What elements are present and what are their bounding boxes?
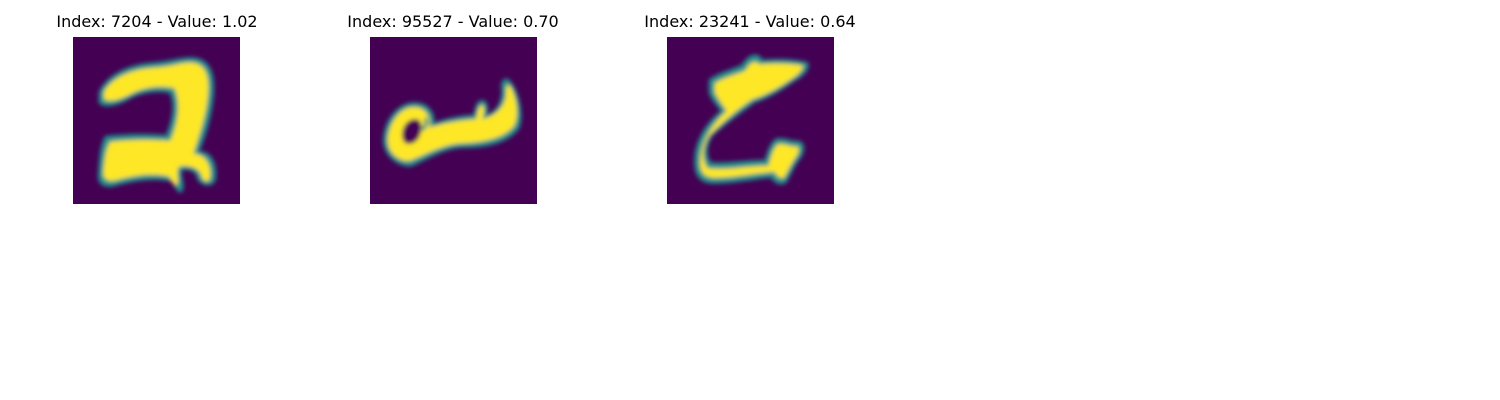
image-panel: Index: 7204 - Value: 1.02 <box>37 0 277 210</box>
image-panel: Index: 95527 - Value: 0.70 <box>333 0 573 210</box>
handwritten-glyph-image <box>370 37 537 204</box>
panel-title: Index: 95527 - Value: 0.70 <box>347 12 559 31</box>
panel-title: Index: 7204 - Value: 1.02 <box>56 12 258 31</box>
handwritten-glyph-image <box>667 37 834 204</box>
image-panel: Index: 23241 - Value: 0.64 <box>630 0 870 210</box>
handwritten-glyph-image <box>73 37 240 204</box>
panel-title: Index: 23241 - Value: 0.64 <box>644 12 856 31</box>
